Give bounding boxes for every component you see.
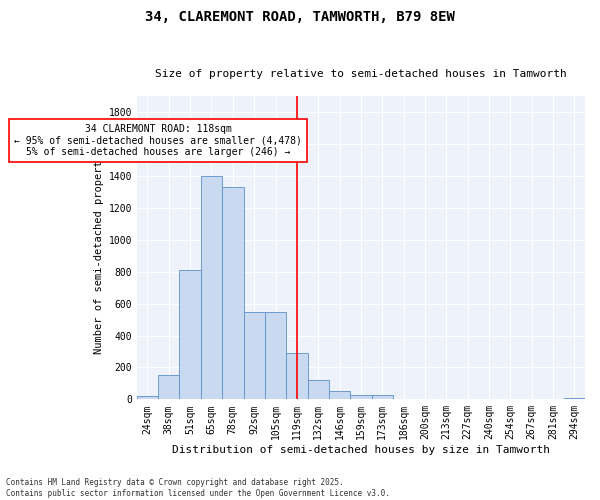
Bar bbox=[393, 398, 414, 400]
Bar bbox=[201, 176, 222, 400]
Bar bbox=[158, 376, 179, 400]
Bar bbox=[478, 398, 500, 400]
Bar bbox=[244, 312, 265, 400]
Text: 34 CLAREMONT ROAD: 118sqm
← 95% of semi-detached houses are smaller (4,478)
5% o: 34 CLAREMONT ROAD: 118sqm ← 95% of semi-… bbox=[14, 124, 302, 156]
Bar bbox=[563, 398, 585, 400]
Bar bbox=[265, 312, 286, 400]
Y-axis label: Number of semi-detached properties: Number of semi-detached properties bbox=[94, 142, 104, 354]
Title: Size of property relative to semi-detached houses in Tamworth: Size of property relative to semi-detach… bbox=[155, 69, 567, 79]
Bar bbox=[222, 188, 244, 400]
Bar bbox=[137, 396, 158, 400]
Bar bbox=[329, 390, 350, 400]
Bar bbox=[179, 270, 201, 400]
Bar bbox=[308, 380, 329, 400]
X-axis label: Distribution of semi-detached houses by size in Tamworth: Distribution of semi-detached houses by … bbox=[172, 445, 550, 455]
Bar bbox=[350, 396, 371, 400]
Bar bbox=[414, 398, 436, 400]
Bar bbox=[286, 353, 308, 400]
Text: 34, CLAREMONT ROAD, TAMWORTH, B79 8EW: 34, CLAREMONT ROAD, TAMWORTH, B79 8EW bbox=[145, 10, 455, 24]
Text: Contains HM Land Registry data © Crown copyright and database right 2025.
Contai: Contains HM Land Registry data © Crown c… bbox=[6, 478, 390, 498]
Bar bbox=[371, 396, 393, 400]
